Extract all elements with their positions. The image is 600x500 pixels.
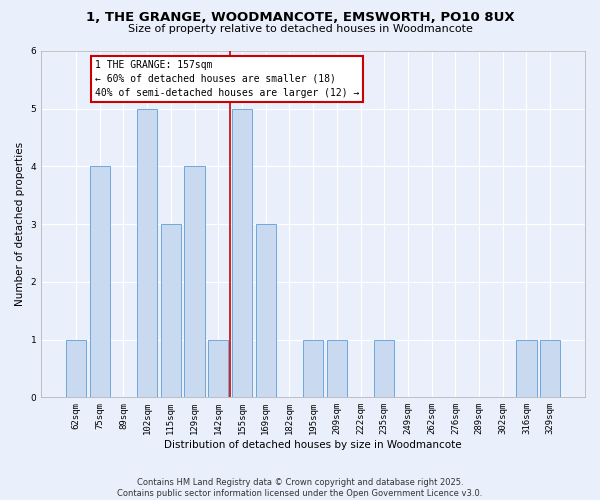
Bar (540, 340, 560, 398)
Bar (374, 340, 394, 398)
Bar (137, 108, 157, 398)
Bar (232, 108, 252, 398)
Bar (161, 224, 181, 398)
Bar (184, 166, 205, 398)
Bar (66, 340, 86, 398)
Text: Contains HM Land Registry data © Crown copyright and database right 2025.
Contai: Contains HM Land Registry data © Crown c… (118, 478, 482, 498)
Bar (208, 340, 229, 398)
Bar (327, 340, 347, 398)
X-axis label: Distribution of detached houses by size in Woodmancote: Distribution of detached houses by size … (164, 440, 462, 450)
Bar (303, 340, 323, 398)
Text: Size of property relative to detached houses in Woodmancote: Size of property relative to detached ho… (128, 24, 472, 34)
Text: 1, THE GRANGE, WOODMANCOTE, EMSWORTH, PO10 8UX: 1, THE GRANGE, WOODMANCOTE, EMSWORTH, PO… (86, 11, 514, 24)
Bar (517, 340, 536, 398)
Bar (256, 224, 276, 398)
Text: 1 THE GRANGE: 157sqm
← 60% of detached houses are smaller (18)
40% of semi-detac: 1 THE GRANGE: 157sqm ← 60% of detached h… (95, 60, 359, 98)
Bar (89, 166, 110, 398)
Y-axis label: Number of detached properties: Number of detached properties (15, 142, 25, 306)
